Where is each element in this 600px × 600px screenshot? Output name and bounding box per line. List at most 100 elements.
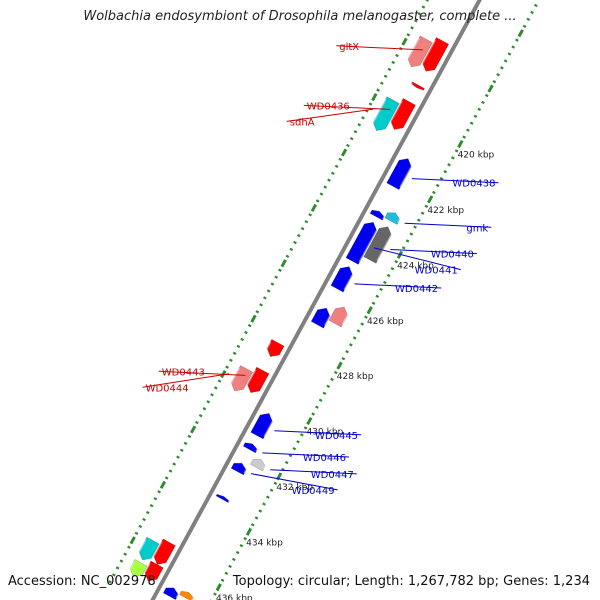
gene-highlight: [420, 39, 436, 66]
ruler-tick: [198, 413, 203, 418]
gene-label[interactable]: gmk: [466, 223, 488, 234]
gene-label[interactable]: gltX: [339, 42, 359, 53]
gene-arrow[interactable]: [266, 338, 285, 357]
ruler-tick: [315, 405, 319, 409]
gene-wd0444[interactable]: [228, 365, 254, 392]
gene-label[interactable]: WD0444: [146, 383, 189, 394]
gene-highlight: [264, 341, 272, 352]
gene-label[interactable]: WD0441: [415, 266, 458, 277]
ruler-tick: [322, 391, 327, 395]
gene-arrow[interactable]: [179, 590, 194, 600]
gene-label[interactable]: WD0440: [431, 250, 474, 261]
gene-label[interactable]: WD0438: [452, 179, 495, 190]
ruler-tick: [340, 148, 348, 157]
gene-label[interactable]: WD0447: [311, 470, 354, 481]
gene-arrow[interactable]: [386, 158, 412, 191]
ruler-tick: [522, 24, 527, 28]
gene-highlight: [228, 367, 241, 386]
gene-arrow[interactable]: [345, 221, 378, 265]
ruler-tick: [417, 12, 422, 16]
gene-feature[interactable]: [162, 587, 181, 600]
gene-wd0442[interactable]: [330, 266, 355, 293]
ruler-tick: [376, 88, 380, 92]
gene-feature[interactable]: [215, 493, 231, 504]
gene-feature[interactable]: [136, 536, 160, 561]
gene-arrow[interactable]: [310, 307, 331, 329]
gene-label[interactable]: WD0449: [292, 486, 335, 497]
gene-feature[interactable]: [328, 306, 350, 328]
gene-feature[interactable]: [264, 338, 285, 357]
label-leader: [303, 104, 391, 110]
gene-gltx[interactable]: [420, 37, 450, 72]
gene-arrow[interactable]: [162, 587, 179, 600]
gene-arrow[interactable]: [422, 37, 450, 72]
ruler-tick: [111, 573, 116, 577]
ruler-tick: [236, 344, 241, 349]
gene-wd0446[interactable]: [242, 442, 259, 454]
gene-arrow[interactable]: [384, 212, 401, 225]
gene-wd0445[interactable]: [250, 413, 275, 440]
ruler-tick: [269, 488, 274, 492]
ruler-tick: [425, 0, 429, 2]
gene-arrow[interactable]: [230, 365, 254, 392]
gene-wd0441[interactable]: [345, 221, 379, 265]
gene-arrow[interactable]: [246, 366, 270, 393]
ruler-tick: [405, 239, 410, 243]
gene-wd0440[interactable]: [363, 226, 394, 264]
ruler-label: 434 kbp: [246, 538, 283, 548]
gene-arrow[interactable]: [390, 97, 416, 130]
gene-arrow[interactable]: [138, 536, 160, 561]
gene-arrow[interactable]: [144, 560, 164, 582]
gene-arrow[interactable]: [249, 458, 266, 472]
gene-arrow[interactable]: [407, 35, 433, 68]
ruler-tick: [262, 502, 266, 506]
gene-feature[interactable]: [142, 560, 164, 582]
gene-wd0447[interactable]: [249, 458, 268, 472]
gene-arrow[interactable]: [328, 306, 348, 328]
gene-arrow[interactable]: [363, 226, 392, 264]
gene-arrow[interactable]: [410, 81, 425, 91]
ruler-tick: [247, 323, 252, 328]
gene-wd0436[interactable]: [388, 97, 416, 130]
ruler-tick: [383, 280, 387, 285]
gene-wd0443[interactable]: [245, 366, 270, 393]
ruler-tick: [526, 17, 531, 22]
gene-arrow[interactable]: [242, 442, 258, 454]
ruler-tick: [439, 176, 444, 181]
ruler-tick: [213, 592, 217, 596]
gene-label[interactable]: WD0446: [303, 453, 346, 464]
gene-label[interactable]: WD0442: [395, 284, 438, 295]
gene-arrow[interactable]: [250, 413, 273, 440]
gene-label[interactable]: WD0445: [315, 431, 358, 442]
gene-arrow[interactable]: [372, 96, 400, 131]
ruler-label: 432 kbp: [276, 483, 313, 493]
ruler-tick: [323, 185, 328, 189]
gene-feature[interactable]: [310, 307, 333, 329]
gene-arrow[interactable]: [215, 493, 230, 504]
label-leader: [404, 222, 492, 228]
gene-label[interactable]: WD0443: [162, 367, 205, 378]
gene-wd0449[interactable]: [230, 462, 249, 476]
gene-wd0438[interactable]: [386, 158, 414, 191]
gene-arrow[interactable]: [330, 266, 353, 293]
gene-sdha[interactable]: [370, 96, 400, 131]
gene-label[interactable]: WD0436: [307, 101, 350, 112]
gene-feature[interactable]: [369, 209, 386, 221]
gene-arrow[interactable]: [230, 462, 247, 476]
ruler-tick: [416, 218, 421, 222]
gene-arrow[interactable]: [129, 558, 148, 577]
ruler-tick: [145, 510, 150, 515]
ruler-tick: [285, 254, 290, 259]
gene-feature[interactable]: [410, 81, 425, 91]
gene-arrow[interactable]: [369, 209, 385, 221]
gene-arrow[interactable]: [153, 538, 176, 565]
gene-label[interactable]: sdhA: [290, 117, 315, 128]
gene-feature[interactable]: [151, 538, 176, 565]
gene-feature[interactable]: [179, 590, 196, 600]
ruler-tick: [217, 379, 222, 383]
ruler-tick: [360, 322, 365, 326]
gene-gmk[interactable]: [384, 212, 402, 225]
gene-feature[interactable]: [127, 558, 148, 577]
